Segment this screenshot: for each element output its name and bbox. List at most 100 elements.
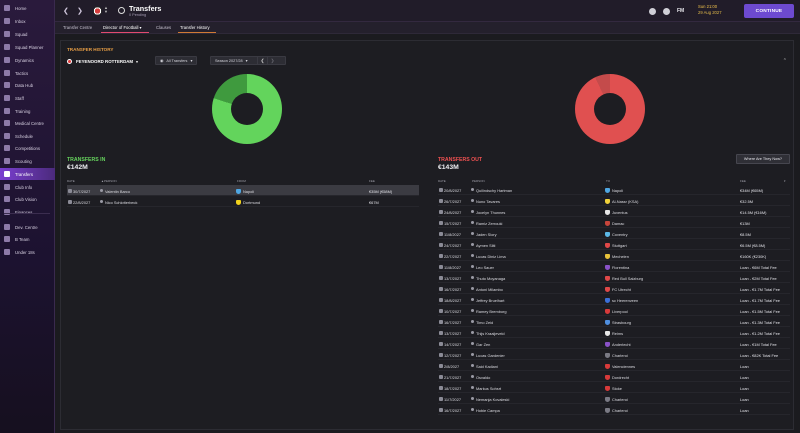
col-person[interactable]: PERSON — [472, 179, 485, 183]
sidebar-item-data-hub[interactable]: Data Hub — [0, 79, 55, 91]
sidebar-item-club-info[interactable]: Club Info — [0, 181, 55, 193]
season-selector[interactable]: Season 2027/28 ▾ — [210, 56, 286, 65]
table-row[interactable]: 15/7/2027 Ramiz Zerrouki Damac €13M — [438, 217, 790, 228]
player-name[interactable]: Ramey Bremborg — [476, 308, 507, 314]
tab-transfer-centre[interactable]: Transfer Centre — [63, 25, 93, 30]
club-name[interactable]: FC Utrecht — [612, 286, 631, 292]
sidebar-item-staff[interactable]: Staff — [0, 92, 55, 104]
sidebar-item-finances[interactable]: Finances — [0, 206, 55, 218]
player-name[interactable]: Markus Sohsrt — [476, 385, 502, 391]
club-name[interactable]: Mechelen — [612, 253, 629, 259]
sidebar-item-medical-centre[interactable]: Medical Centre — [0, 117, 55, 129]
table-row[interactable]: 2/8/2027 Said Kadiani Valenciennes Loan — [438, 360, 790, 371]
club-name[interactable]: Dordrecht — [612, 374, 630, 380]
player-name[interactable]: Aymen Sliti — [476, 242, 496, 248]
tab-director-of-football[interactable]: Director of Football ▾ — [103, 25, 142, 30]
table-row[interactable]: 30/7/2027 Valentin Barco Napoli €35M (€58M) — [67, 185, 419, 196]
player-name[interactable]: Hobie Campa — [476, 407, 500, 413]
col-date[interactable]: DATE — [67, 179, 75, 183]
sidebar-item-schedule[interactable]: Schedule — [0, 130, 55, 142]
club-selector[interactable]: FEYENOORD ROTTERDAM ▾ — [67, 57, 138, 66]
club-name[interactable]: Fiorentina — [612, 264, 630, 270]
club-name[interactable]: Red Bull Salzburg — [612, 275, 644, 281]
player-name[interactable]: Nemanja Kovaleski — [476, 396, 510, 402]
player-name[interactable]: Lucas Diniz Lima — [476, 253, 506, 259]
club-name[interactable]: Stoke — [612, 385, 622, 391]
club-name[interactable]: Liverpool — [612, 308, 628, 314]
player-name[interactable]: Thijs Kraaijeveld — [476, 330, 505, 336]
player-name[interactable]: Antoni Milambo — [476, 286, 503, 292]
col-fee[interactable]: FEE — [369, 179, 375, 183]
player-name[interactable]: Nuno Tavares — [476, 198, 500, 204]
table-row[interactable]: 10/7/2027 Ramey Bremborg Liverpool Loan - €… — [438, 305, 790, 316]
player-name[interactable]: Quilindschy Hartman — [476, 187, 513, 193]
club-name[interactable]: Al-Nassr (KSA) — [612, 198, 639, 204]
club-name[interactable]: Strasbourg — [612, 319, 632, 325]
table-row[interactable]: 16/7/2027 Antoni Milambo FC Utrecht Loan - … — [438, 283, 790, 294]
player-name[interactable]: Thuto Moyanaga — [476, 275, 506, 281]
transfer-filter-dropdown[interactable]: ◉ All Transfers ▾ — [155, 56, 198, 65]
club-name[interactable]: Valenciennes — [612, 363, 636, 369]
sidebar-item-transfers[interactable]: Transfers — [0, 168, 55, 180]
back-arrow-icon[interactable]: ❮ — [63, 8, 69, 15]
sidebar-item-under-18s[interactable]: Under 18s — [0, 246, 55, 258]
player-name[interactable]: Timo Zeid — [476, 319, 494, 325]
sidebar-item-b-team[interactable]: B Team — [0, 233, 55, 245]
club-name[interactable]: Damac — [612, 220, 625, 226]
sidebar-item-club-vision[interactable]: Club Vision — [0, 193, 55, 205]
player-name[interactable]: Osvaldo — [476, 374, 491, 380]
player-name[interactable]: Gar Zen — [476, 341, 491, 347]
table-row[interactable]: 24/8/2027 Jocelyn Thunnes Juventus €14.5M (… — [438, 206, 790, 217]
search-icon[interactable] — [118, 7, 125, 14]
table-row[interactable]: 16/7/2027 Hobie Campa Charleroi Loan — [438, 404, 790, 415]
table-row[interactable]: 16/7/2027 Timo Zeid Strasbourg Loan - €1.3M… — [438, 316, 790, 327]
club-name[interactable]: Coventry — [612, 231, 628, 237]
player-name[interactable]: Leo Sauer — [476, 264, 494, 270]
player-name[interactable]: Nico Schlotterbeck — [105, 199, 138, 205]
table-row[interactable]: 24/7/2027 Aymen Sliti Stuttgart €6.5M (€8.5… — [438, 239, 790, 250]
sidebar-item-home[interactable]: Home — [0, 2, 55, 14]
col-from[interactable]: FROM — [237, 179, 246, 183]
forward-arrow-icon[interactable]: ❯ — [77, 8, 83, 15]
next-season-button[interactable]: ❯ — [267, 56, 277, 65]
tab-clauses[interactable]: Clauses — [156, 25, 172, 30]
continue-button[interactable]: CONTINUE — [744, 4, 794, 18]
player-name[interactable]: Jeffrey Bruelhart — [476, 297, 505, 303]
table-row[interactable]: 11/8/2027 Leo Sauer Fiorentina Loan - €6M T… — [438, 261, 790, 272]
table-row[interactable]: 11/8/2027 Jaden Slory Coventry €8.5M — [438, 228, 790, 239]
club-name[interactable]: Dortmund — [243, 199, 261, 205]
table-row[interactable]: 18/7/2027 Markus Sohsrt Stoke Loan — [438, 382, 790, 393]
table-row[interactable]: 11/7/2027 Nemanja Kovaleski Charleroi Loan — [438, 393, 790, 404]
collapse-icon[interactable]: ⌃ — [782, 58, 787, 64]
club-name[interactable]: Anderlecht — [612, 341, 631, 347]
sidebar-item-squad-planner[interactable]: Squad Planner — [0, 41, 55, 53]
fm-menu-button[interactable]: FM — [677, 8, 685, 14]
sidebar-item-dev-centre[interactable]: Dev. Centre — [0, 221, 55, 233]
player-name[interactable]: Jaden Slory — [476, 231, 497, 237]
table-row[interactable]: 12/7/2027 Lucas Gardenier Charleroi Loan - … — [438, 349, 790, 360]
club-name[interactable]: Reims — [612, 330, 624, 336]
up-down-icon[interactable]: ▲ ▼ — [104, 5, 108, 14]
club-name[interactable]: Napoli — [243, 188, 255, 194]
table-row[interactable]: 13/7/2027 Thuto Moyanaga Red Bull Salzburg… — [438, 272, 790, 283]
player-name[interactable]: Lucas Gardenier — [476, 352, 505, 358]
player-name[interactable]: Ramiz Zerrouki — [476, 220, 503, 226]
tab-transfer-history[interactable]: Transfer History — [180, 25, 210, 30]
col-person[interactable]: ▲PERSON — [101, 179, 117, 183]
table-row[interactable]: 14/7/2027 Gar Zen Anderlecht Loan - €1M Tot… — [438, 338, 790, 349]
previous-season-button[interactable]: ❮ — [257, 56, 267, 65]
col-fee[interactable]: FEE — [740, 179, 746, 183]
player-name[interactable]: Valentin Barco — [105, 188, 131, 194]
club-name[interactable]: Charleroi — [612, 352, 628, 358]
sidebar-item-scouting[interactable]: Scouting — [0, 155, 55, 167]
player-name[interactable]: Jocelyn Thunnes — [476, 209, 506, 215]
help-icon[interactable] — [663, 8, 670, 15]
club-name[interactable]: Napoli — [612, 187, 624, 193]
table-row[interactable]: 20/8/2027 Quilindschy Hartman Napoli €34M (… — [438, 184, 790, 195]
sidebar-item-inbox[interactable]: Inbox — [0, 15, 55, 27]
col-to[interactable]: TO — [606, 179, 611, 183]
where-are-they-now-button[interactable]: Where Are They Now? — [736, 154, 790, 164]
table-row[interactable]: 22/7/2027 Lucas Diniz Lima Mechelen €160K (… — [438, 250, 790, 261]
sidebar-item-squad[interactable]: Squad — [0, 28, 55, 40]
club-name[interactable]: sc Heerenveen — [612, 297, 639, 303]
